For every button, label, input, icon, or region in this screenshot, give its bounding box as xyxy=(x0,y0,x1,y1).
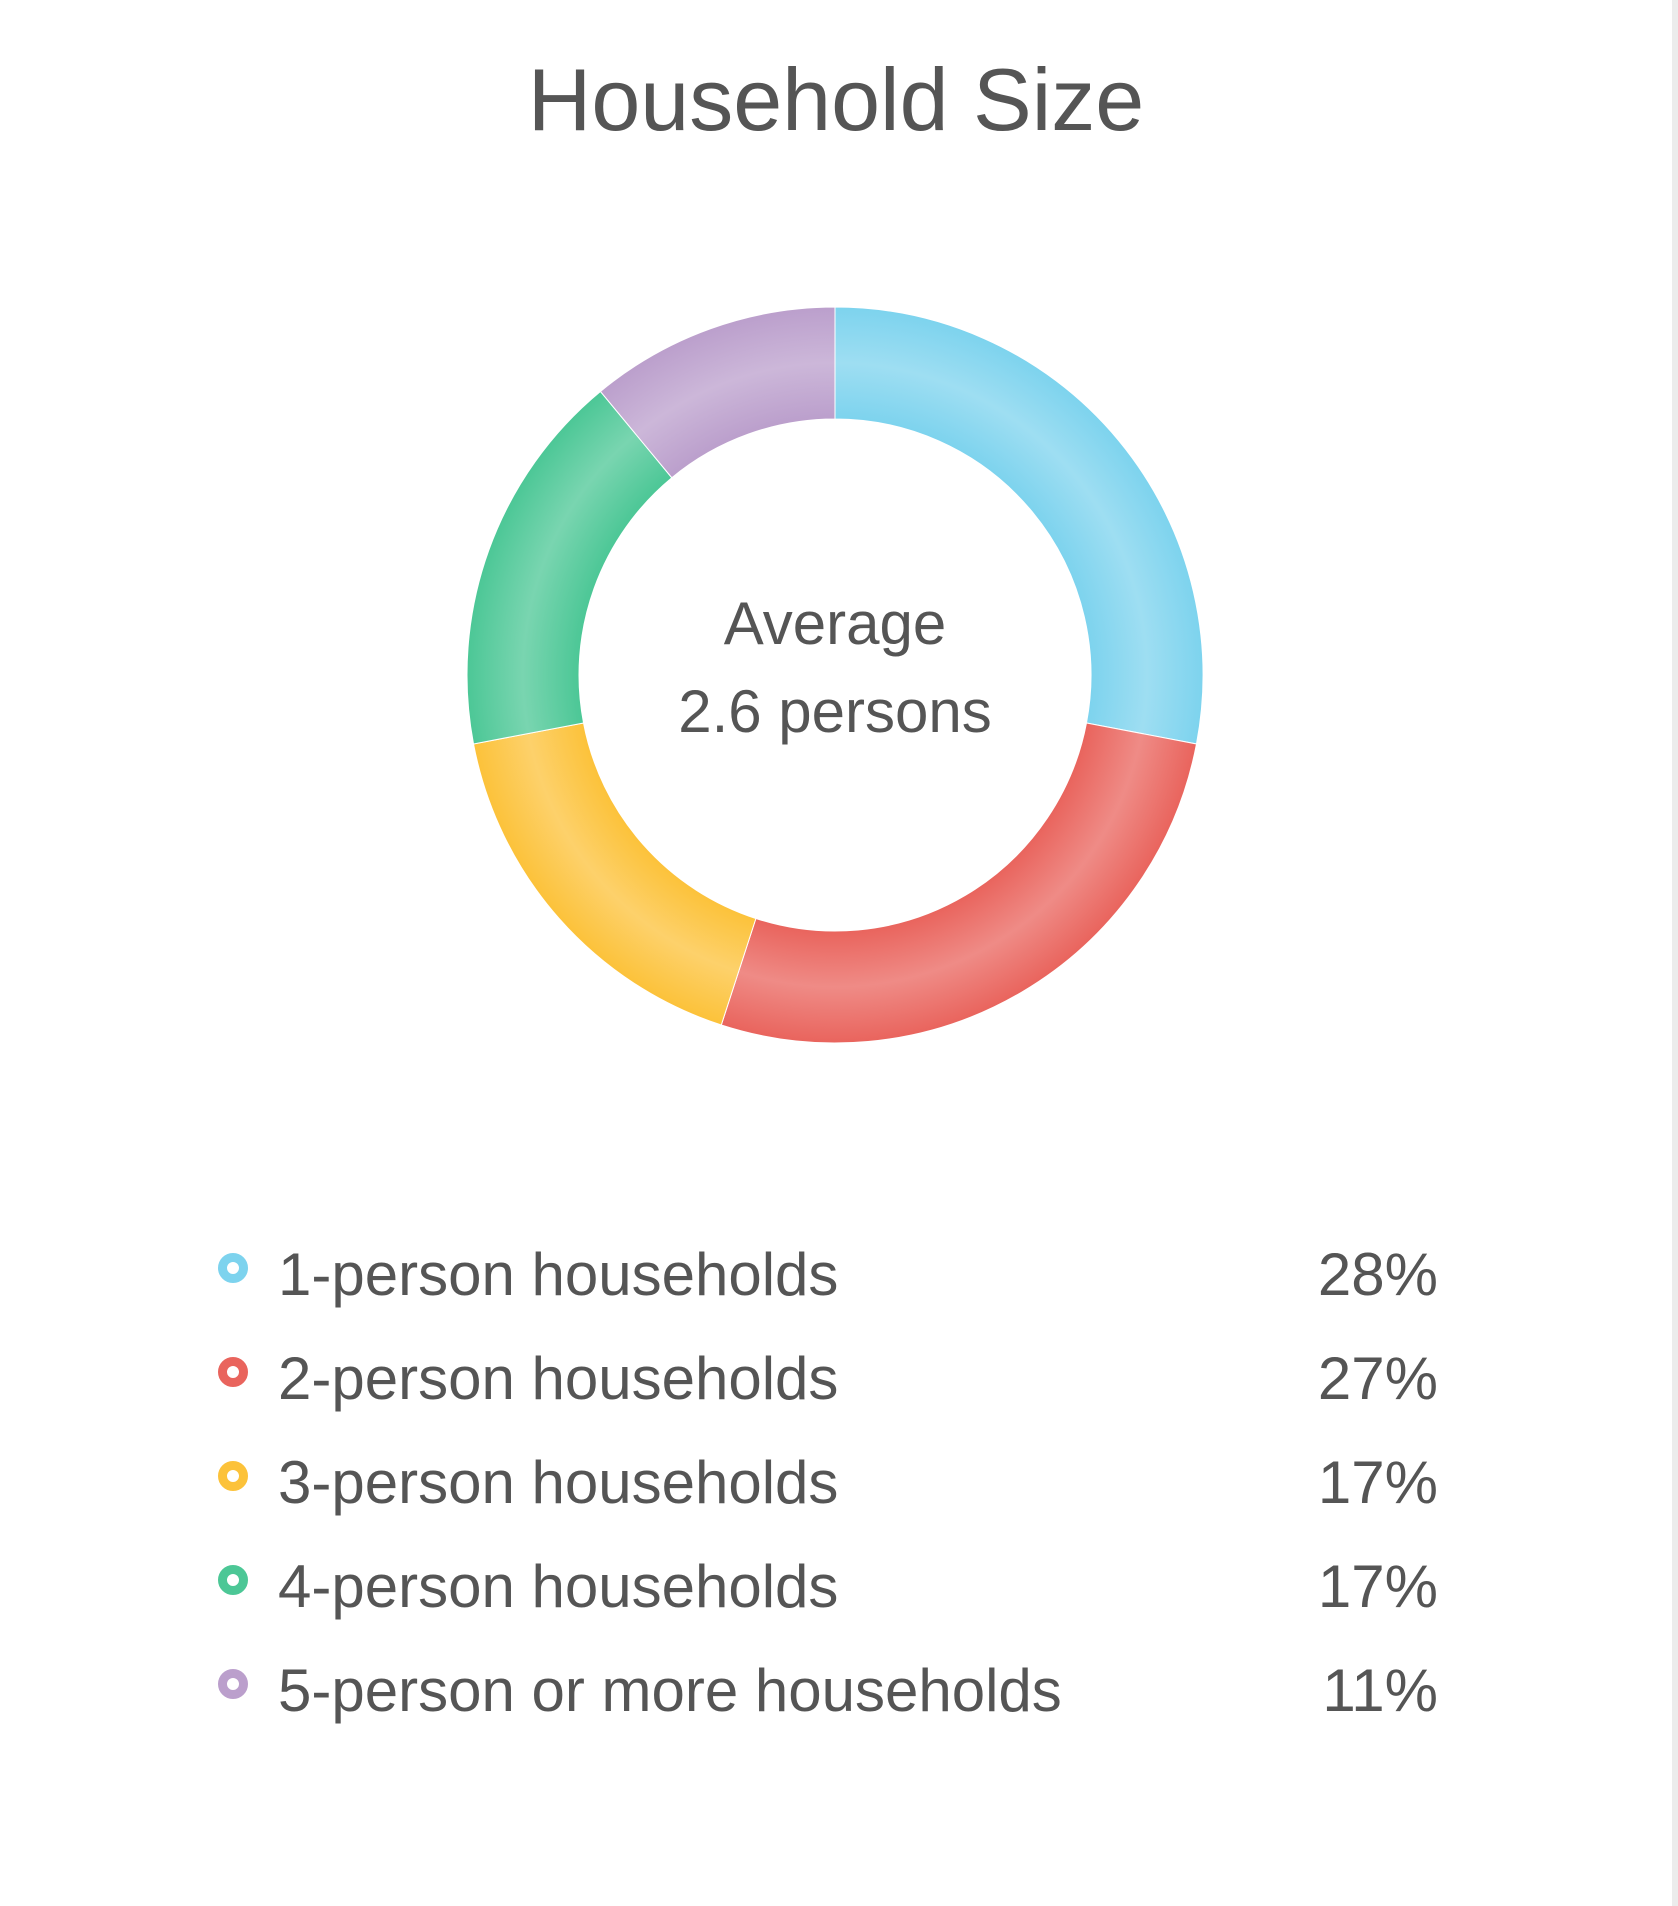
donut-svg xyxy=(466,306,1204,1044)
legend-label: 3-person households xyxy=(278,1448,839,1516)
legend-value: 11% xyxy=(1322,1656,1438,1724)
legend: 1-person households 28% 2-person househo… xyxy=(218,1222,1438,1742)
legend-label: 1-person households xyxy=(278,1240,839,1308)
donut-slice[interactable] xyxy=(472,722,757,1026)
legend-item[interactable]: 1-person households 28% xyxy=(218,1222,1438,1326)
legend-item[interactable]: 3-person households 17% xyxy=(218,1430,1438,1534)
center-label-line-1: Average xyxy=(723,590,947,657)
legend-marker-icon xyxy=(218,1357,248,1387)
legend-label: 4-person households xyxy=(278,1552,839,1620)
chart-title: Household Size xyxy=(527,50,1145,149)
legend-item[interactable]: 4-person households 17% xyxy=(218,1534,1438,1638)
legend-value: 17% xyxy=(1317,1448,1438,1516)
donut-chart xyxy=(360,200,1310,1150)
legend-value: 28% xyxy=(1317,1240,1438,1308)
legend-marker-icon xyxy=(218,1461,248,1491)
donut-slice[interactable] xyxy=(720,722,1198,1044)
legend-label: 2-person households xyxy=(278,1344,839,1412)
legend-value: 17% xyxy=(1317,1552,1438,1620)
legend-marker-icon xyxy=(218,1669,248,1699)
legend-marker-icon xyxy=(218,1253,248,1283)
donut-slice[interactable] xyxy=(599,306,836,479)
center-label: Average 2.6 persons xyxy=(360,580,1310,756)
center-label-line-2: 2.6 persons xyxy=(678,678,992,745)
legend-value: 27% xyxy=(1317,1344,1438,1412)
donut-slice[interactable] xyxy=(834,306,1204,745)
legend-marker-icon xyxy=(218,1565,248,1595)
legend-label: 5-person or more households xyxy=(278,1656,1062,1724)
legend-item[interactable]: 2-person households 27% xyxy=(218,1326,1438,1430)
donut-slices xyxy=(466,306,1204,1044)
legend-item[interactable]: 5-person or more households 11% xyxy=(218,1638,1438,1742)
